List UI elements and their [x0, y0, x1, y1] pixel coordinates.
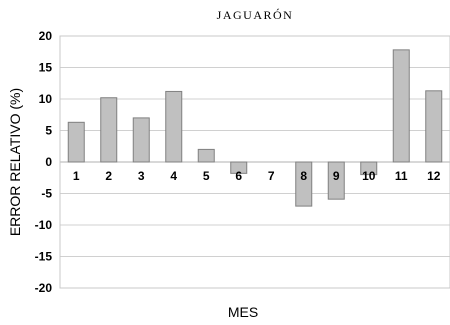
- bar-mes-2: [100, 97, 118, 163]
- y-tick-label: 20: [39, 29, 53, 43]
- chart-title: JAGUARÓN: [217, 8, 294, 22]
- x-tick-label: 9: [333, 169, 340, 183]
- x-tick-label: 2: [105, 169, 112, 183]
- bar-mes-6: [230, 161, 248, 174]
- x-tick-label: 12: [427, 169, 441, 183]
- bar-mes-4: [165, 90, 183, 163]
- x-tick-label: 10: [362, 169, 376, 183]
- y-tick-label: -20: [35, 281, 53, 295]
- x-tick-label: 6: [235, 169, 242, 183]
- bar-mes-10: [360, 161, 378, 176]
- x-tick-label: 1: [73, 169, 80, 183]
- x-tick-label: 7: [268, 169, 275, 183]
- x-tick-label: 8: [300, 169, 307, 183]
- gridlines: [60, 35, 450, 289]
- bar-mes-11: [392, 49, 410, 163]
- y-tick-label: 15: [39, 61, 53, 75]
- bar-mes-12: [425, 90, 443, 163]
- bars: [67, 49, 443, 207]
- x-tick-labels: 1 2 3 4 5 6 7 8 9 10 11 12: [73, 169, 441, 183]
- y-tick-label: -15: [35, 250, 53, 264]
- y-tick-label: 0: [45, 155, 52, 169]
- plot-area-border: [59, 35, 450, 289]
- y-tick-label: -5: [41, 187, 52, 201]
- y-tick-labels: 20 15 10 5 0 -5 -10 -15 -20: [35, 29, 53, 295]
- y-tick-label: 5: [45, 124, 52, 138]
- x-tick-label: 3: [138, 169, 145, 183]
- bar-mes-5: [197, 148, 215, 163]
- bar-mes-8: [295, 161, 313, 207]
- x-tick-label: 4: [170, 169, 177, 183]
- y-tick-label: 10: [39, 92, 53, 106]
- y-axis-label: ERROR RELATIVO (%): [7, 88, 23, 236]
- x-tick-label: 11: [395, 169, 408, 183]
- y-tick-label: -10: [35, 218, 53, 232]
- x-tick-label: 5: [203, 169, 210, 183]
- bar-mes-1: [67, 121, 85, 163]
- x-axis-label: MES: [228, 304, 258, 320]
- bar-mes-3: [132, 117, 150, 163]
- bar-mes-9: [327, 161, 345, 200]
